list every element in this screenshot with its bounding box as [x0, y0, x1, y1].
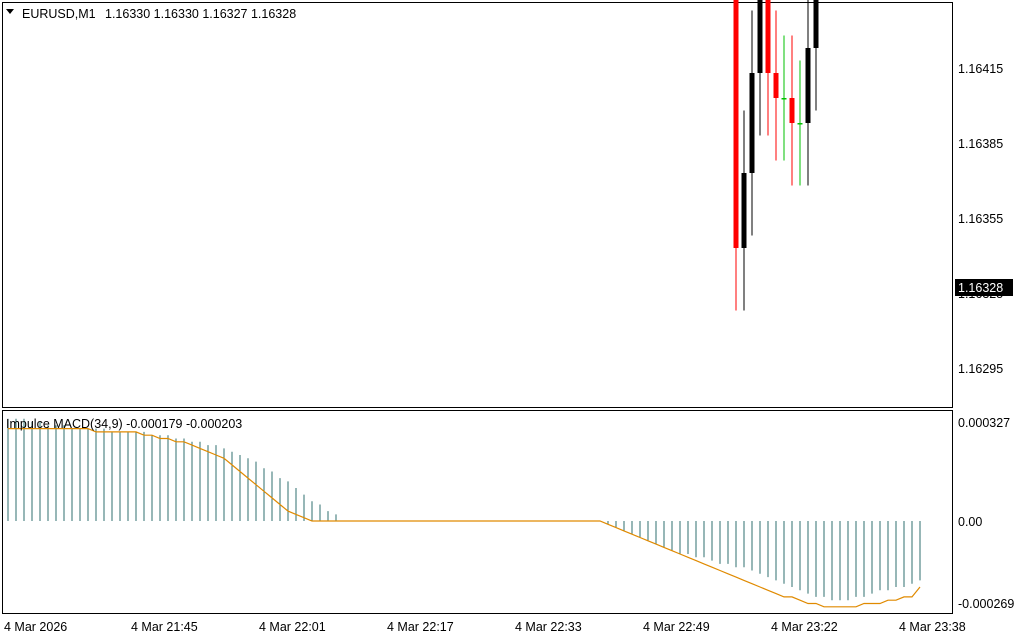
current-price-tag	[955, 279, 1013, 296]
candle-body	[741, 173, 747, 248]
indicator-tick-label: 0.00	[958, 515, 982, 529]
time-tick-label: 4 Mar 23:38	[899, 620, 966, 634]
time-axis[interactable]: 4 Mar 2026 4 Mar 21:45 4 Mar 22:01 4 Mar…	[4, 620, 966, 634]
symbol-timeframe: EURUSD,M1	[22, 7, 96, 21]
candle-body	[781, 98, 787, 100]
candle-body	[789, 98, 795, 123]
time-tick-label: 4 Mar 22:33	[515, 620, 582, 634]
candle-body	[813, 0, 819, 48]
price-tick-label: 1.16415	[958, 62, 1003, 76]
candle-body	[749, 73, 755, 173]
current-price-label: 1.16328	[958, 281, 1003, 295]
indicator-plot-frame[interactable]	[2, 410, 953, 614]
candle-body	[773, 73, 779, 98]
candle-body	[733, 0, 739, 248]
indicator-label: Impulce MACD(34,9) -0.000179 -0.000203	[6, 417, 242, 431]
indicator-tick-label: -0.000269	[958, 597, 1014, 611]
time-tick-label: 4 Mar 2026	[4, 620, 67, 634]
triangle-down-icon[interactable]	[6, 9, 14, 14]
candles-layer	[733, 0, 819, 311]
time-tick-label: 4 Mar 22:01	[259, 620, 326, 634]
time-tick-label: 4 Mar 22:49	[643, 620, 710, 634]
time-tick-label: 4 Mar 21:45	[131, 620, 198, 634]
time-tick-label: 4 Mar 23:22	[771, 620, 838, 634]
candle-body	[797, 123, 803, 125]
price-plot-frame[interactable]	[2, 2, 953, 408]
price-tick-label: 1.16385	[958, 137, 1003, 151]
price-axis[interactable]: 1.16415 1.16385 1.16355 1.16325 1.16295 …	[955, 62, 1013, 376]
indicator-axis[interactable]: 0.000327 0.00 -0.000269	[958, 416, 1014, 611]
indicator-tick-label: 0.000327	[958, 416, 1010, 430]
macd-signal-line	[8, 428, 921, 608]
ohlc-readout: 1.16330 1.16330 1.16327 1.16328	[105, 7, 296, 21]
candle-body	[765, 0, 771, 73]
price-tick-label: 1.16355	[958, 212, 1003, 226]
macd-layer	[7, 418, 921, 608]
price-tick-label: 1.16295	[958, 362, 1003, 376]
candle-body	[757, 0, 763, 73]
candle-body	[805, 48, 811, 123]
time-tick-label: 4 Mar 22:17	[387, 620, 454, 634]
